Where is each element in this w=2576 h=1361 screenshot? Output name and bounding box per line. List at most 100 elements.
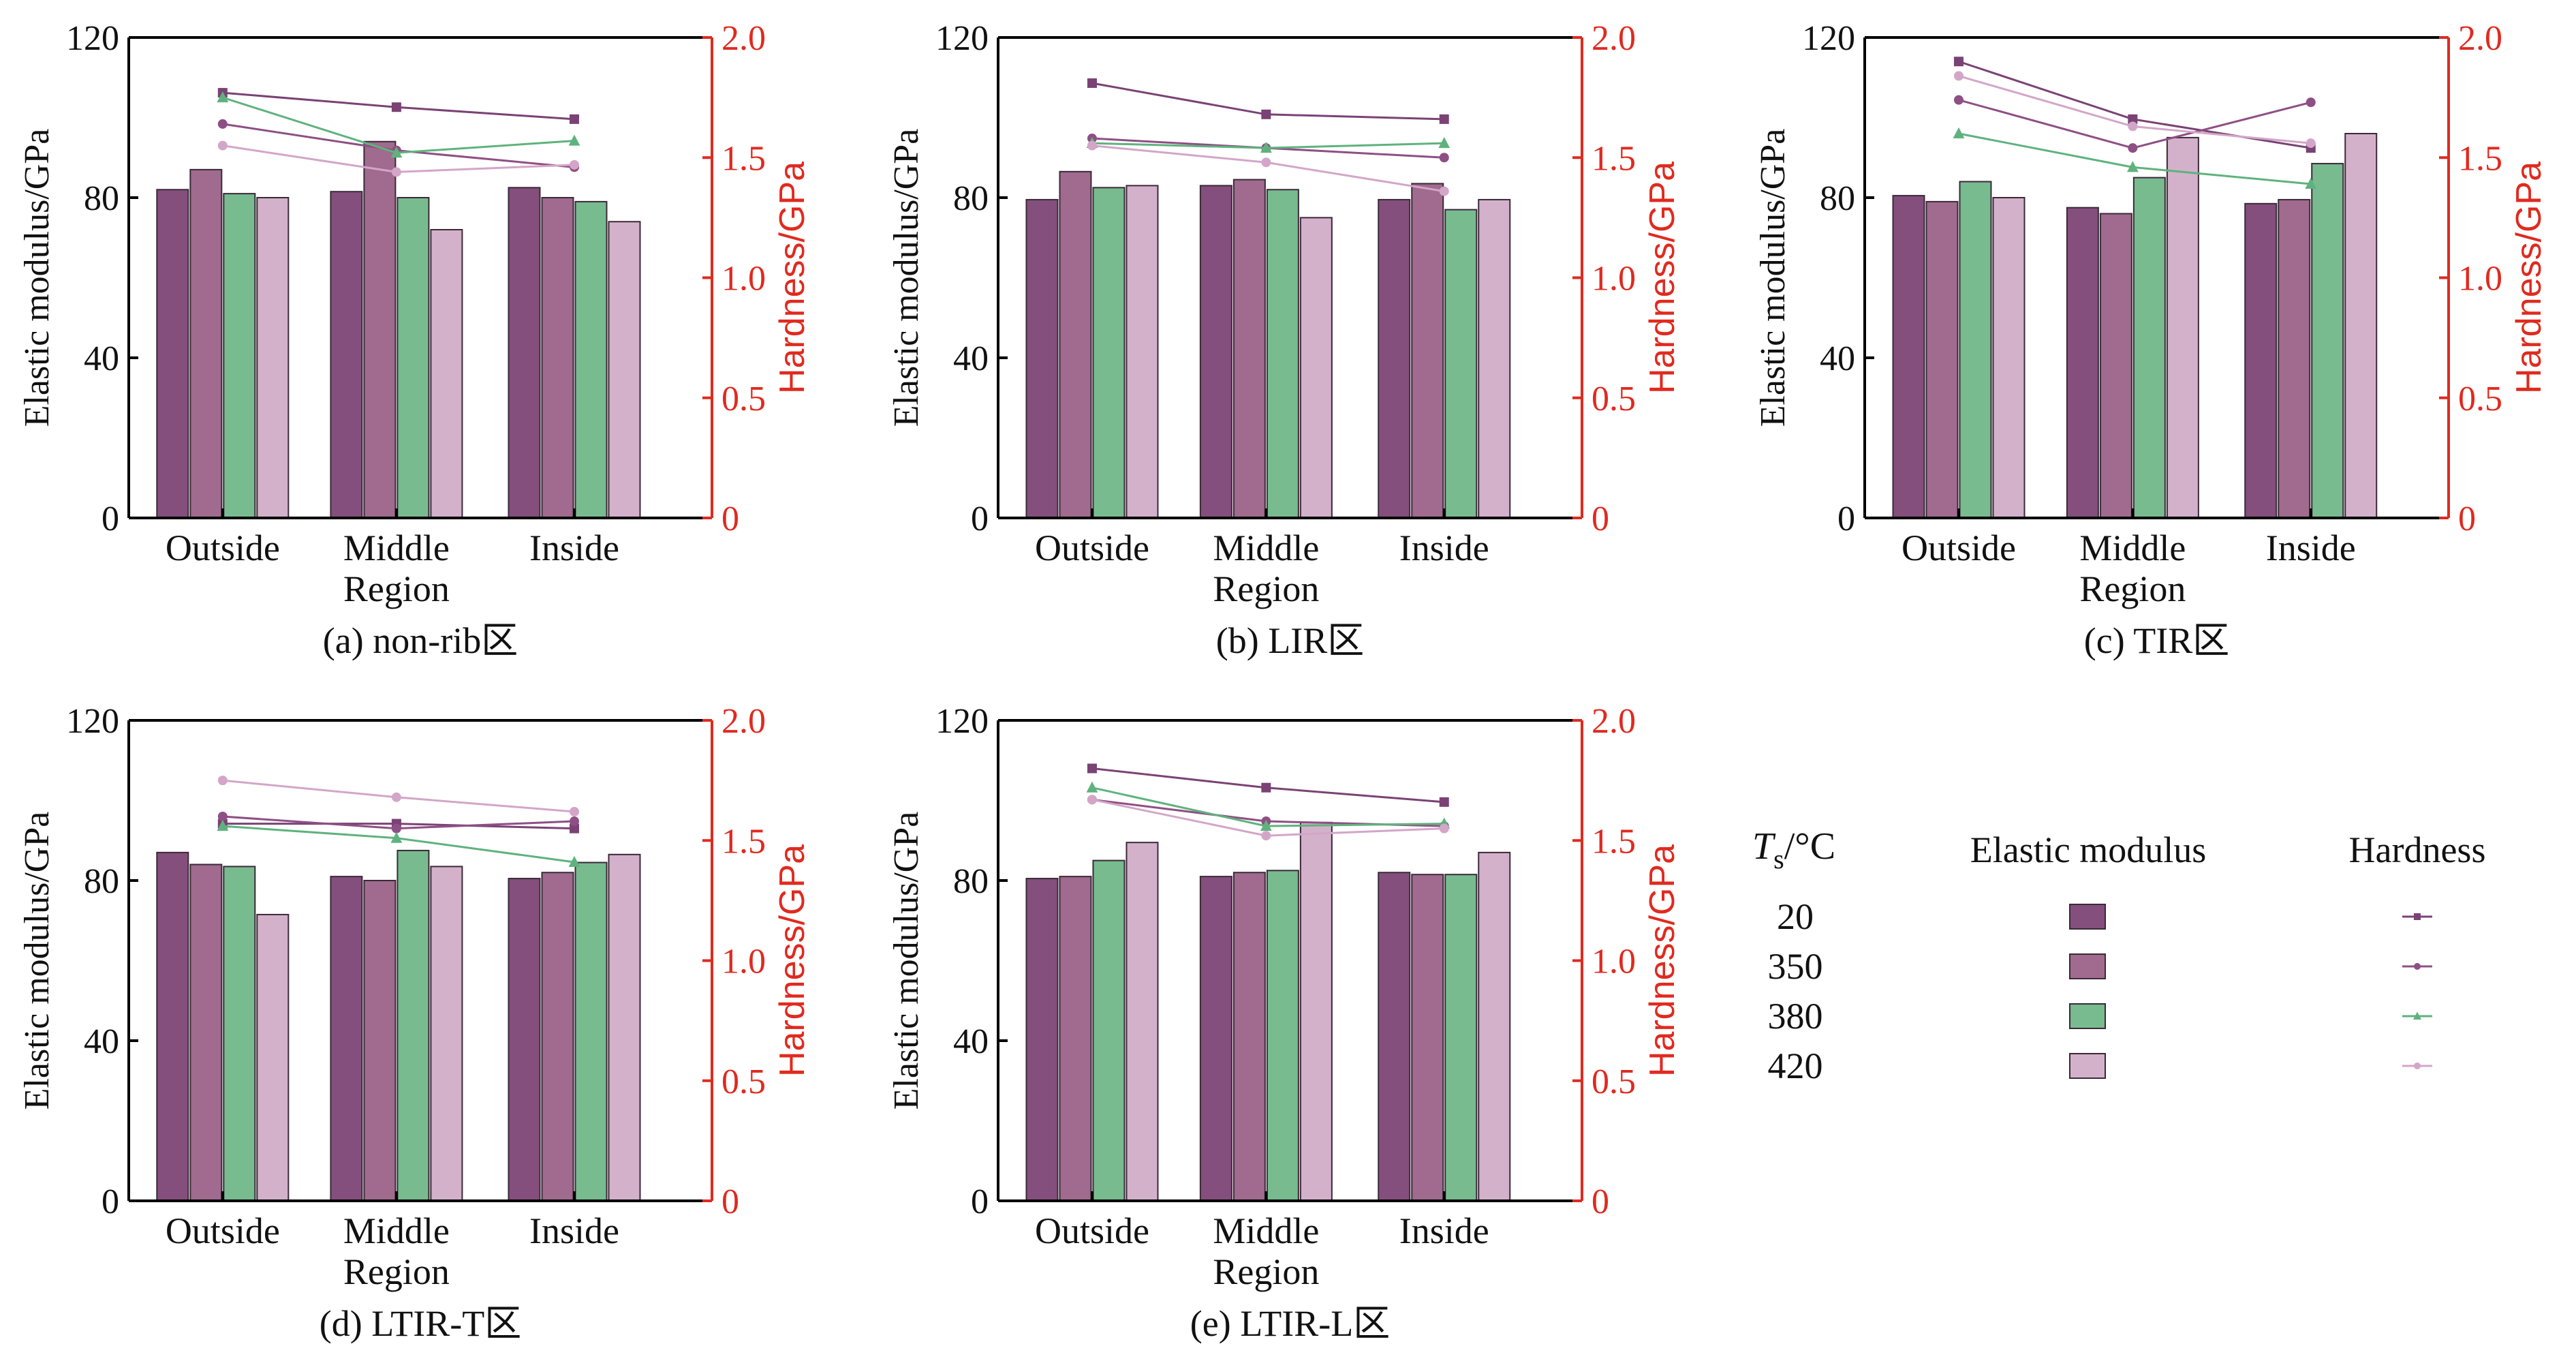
bar-20-2 [1199, 876, 1232, 1202]
bar-350-1 [1059, 170, 1092, 519]
category-label-line: Outside [166, 1210, 280, 1251]
right-tick-label: 0.5 [721, 380, 766, 418]
category-label-line: Inside [2266, 527, 2356, 568]
bar-350-2 [1232, 179, 1266, 519]
legend-ts-sub: s [1773, 844, 1784, 874]
hardness-marker [217, 140, 228, 151]
bar-20-2 [1199, 185, 1232, 519]
bar-20-3 [2244, 202, 2278, 519]
legend-ts-symbol: T [1752, 825, 1776, 868]
category-label-line: Inside [1399, 527, 1489, 568]
bar-350-3 [1411, 183, 1444, 519]
hardness-marker [1439, 153, 1449, 163]
hardness-marker [1087, 763, 1097, 774]
right-tick-label: 0.5 [721, 1062, 766, 1101]
chart-panel-2: 0 40 80 120 0 0.5 1.0 1.5 2.0 Outside Middle Region… [887, 19, 1682, 661]
bar-350-2 [363, 880, 397, 1202]
right-tick-label: 0 [1592, 500, 1609, 538]
right-tick-label: 2.0 [2458, 19, 2502, 58]
category-label-line: Middle [343, 1210, 450, 1251]
hardness-marker [217, 812, 228, 821]
hardness-marker [1439, 797, 1449, 807]
bar-380-1 [1092, 859, 1126, 1202]
bar-420-1 [1126, 842, 1159, 1202]
hardness-marker [1438, 137, 1450, 149]
right-tick-label: 2.0 [1592, 19, 1636, 58]
right-tick-label: 2.0 [721, 702, 766, 741]
bar-380-2 [397, 197, 430, 519]
bar-350-1 [189, 863, 223, 1202]
hardness-marker [217, 91, 229, 103]
left-axis-title: Elastic modulus/GPa [887, 129, 926, 427]
left-tick-label: 120 [66, 702, 119, 741]
category-label: Middle Region [343, 1210, 450, 1292]
left-tick-label: 40 [953, 339, 989, 378]
right-axis-title: Hardness/GPa [773, 844, 812, 1077]
category-label-line: Region [1213, 1251, 1319, 1292]
chart-panel-4: 0 40 80 120 0 0.5 1.0 1.5 2.0 Outside Middle Region… [18, 702, 812, 1344]
right-tick-label: 0 [721, 500, 739, 538]
hardness-marker [2414, 963, 2421, 970]
bar-20-1 [1892, 195, 1925, 519]
right-tick-label: 1.0 [721, 260, 766, 299]
legend-hardness-header: Hardness [2349, 829, 2486, 870]
category-label: Inside [529, 527, 619, 568]
bar-20-3 [1378, 872, 1411, 1202]
bar-20-2 [330, 191, 363, 519]
hardness-marker [1086, 781, 1098, 793]
category-label: Inside [1399, 1210, 1489, 1251]
category-label-line: Region [343, 568, 450, 609]
bar-350-3 [541, 872, 574, 1202]
category-label: Outside [1035, 527, 1149, 568]
hardness-marker [2128, 143, 2138, 153]
hardness-marker [2413, 1011, 2421, 1020]
bar-350-3 [541, 197, 574, 519]
right-tick-label: 0 [721, 1182, 739, 1221]
left-tick-label: 120 [1802, 19, 1855, 58]
left-axis-title: Elastic modulus/GPa [1754, 129, 1793, 427]
bar-20-1 [156, 851, 189, 1202]
category-label: Middle Region [1213, 527, 1319, 609]
hardness-marker [390, 831, 403, 843]
category-label: Middle Region [343, 527, 450, 609]
category-label-line: Middle [343, 527, 450, 568]
right-tick-label: 2.0 [721, 19, 766, 58]
hardness-marker [2128, 121, 2138, 132]
hardness-marker [1261, 831, 1271, 841]
bar-380-3 [1444, 209, 1478, 519]
category-label-line: Inside [1399, 1210, 1489, 1251]
panel-caption: (d) LTIR-T区 [320, 1303, 521, 1344]
right-tick-label: 1.5 [1592, 822, 1636, 861]
bar-380-3 [574, 200, 608, 519]
bar-350-3 [2278, 198, 2311, 519]
left-tick-label: 80 [84, 179, 119, 218]
category-label-line: Outside [1902, 527, 2016, 568]
category-label: Middle Region [2079, 527, 2186, 609]
left-tick-label: 0 [102, 500, 119, 538]
bar-350-2 [363, 140, 397, 519]
left-tick-label: 0 [1837, 500, 1855, 538]
bar-420-2 [1299, 217, 1333, 519]
hardness-marker [391, 167, 401, 177]
bar-350-2 [2099, 213, 2132, 519]
hardness-marker [569, 816, 579, 827]
hardness-marker [569, 114, 579, 124]
chart-panel-3: 0 40 80 120 0 0.5 1.0 1.5 2.0 Outside Middle Region… [1754, 19, 2549, 661]
hardness-marker [1087, 78, 1097, 88]
legend-swatch-20 [2069, 904, 2106, 930]
hardness-marker [391, 823, 401, 834]
hardness-marker [2128, 114, 2138, 124]
panel-caption: (c) TIR区 [2084, 620, 2229, 661]
hardness-marker [217, 119, 228, 129]
left-tick-label: 40 [84, 339, 119, 378]
right-tick-label: 1.0 [1592, 260, 1636, 299]
legend-ts-unit: /°C [1784, 825, 1835, 868]
hardness-line-420 [1958, 74, 2311, 144]
hardness-marker [2414, 1062, 2421, 1069]
bar-20-1 [156, 189, 189, 519]
bar-420-2 [2166, 136, 2199, 519]
right-tick-label: 0 [1592, 1182, 1609, 1221]
right-tick-label: 0 [2458, 500, 2476, 538]
hardness-marker [2126, 161, 2139, 172]
